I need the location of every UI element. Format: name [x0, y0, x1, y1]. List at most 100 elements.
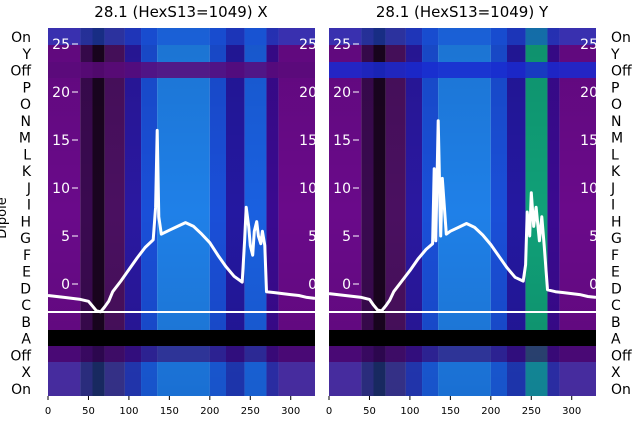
heatmap-bands-y: [329, 28, 596, 396]
inner-y-tick-label: 0: [342, 277, 351, 293]
inner-y-tick-label: 5: [342, 229, 351, 245]
row-label: K: [611, 164, 621, 180]
row-label: X: [611, 365, 621, 381]
inner-y-tick-label-edge: 20: [299, 85, 317, 101]
x-tick-label: 0: [45, 406, 51, 417]
row-label: I: [27, 198, 31, 214]
inner-y-tick-label-edge: 25: [580, 37, 598, 53]
row-label: A: [611, 332, 621, 348]
row-label: M: [611, 131, 623, 147]
x-axis-ticks-x: 0 50 100 150 200 250 300: [45, 396, 300, 417]
x-tick-label: 100: [400, 406, 419, 417]
inner-y-tick-label: 10: [333, 181, 351, 197]
y-axis-label: Dipole: [0, 197, 10, 238]
inner-y-tick-label: 25: [52, 37, 70, 53]
row-label: P: [23, 80, 31, 96]
x-axis-ticks-y: 0 50 100 150 200 250 300: [326, 396, 581, 417]
row-label: D: [20, 281, 31, 297]
row-label: O: [611, 97, 622, 113]
inner-y-tick-label-edge: 10: [299, 181, 317, 197]
inner-y-tick-label-edge: 15: [299, 133, 317, 149]
row-label: F: [23, 248, 31, 264]
band-separator: [329, 311, 596, 313]
row-label: On: [11, 30, 31, 46]
inner-y-tick-label-edge: 5: [589, 229, 598, 245]
heatmap-panel-x: 0 0 5 5 10 10 15 15 20 20 25 25 0 50 100 150 200 250 300: [45, 28, 317, 417]
row-label: N: [611, 114, 621, 130]
row-label: P: [611, 80, 619, 96]
band-bottom: [329, 362, 596, 396]
row-label: H: [20, 214, 31, 230]
row-label: A: [21, 332, 31, 348]
inner-y-tick-label-edge: 25: [299, 37, 317, 53]
inner-y-tick-label: 10: [52, 181, 70, 197]
row-label: K: [22, 164, 32, 180]
row-label: E: [22, 265, 31, 281]
band-black: [329, 330, 596, 346]
row-label: J: [610, 181, 615, 197]
x-tick-label: 300: [562, 406, 581, 417]
trace-line-x: [47, 128, 316, 314]
x-tick-label: 0: [326, 406, 332, 417]
row-label: O: [20, 97, 31, 113]
band-top: [48, 28, 315, 45]
row-label: B: [21, 315, 31, 331]
row-label: Off: [10, 348, 31, 364]
row-label: Off: [611, 64, 632, 80]
band-off-lower: [48, 346, 315, 362]
row-label: L: [23, 147, 31, 163]
heatmap-bands-x: [48, 28, 315, 396]
inner-axis-x: 0 0 5 5 10 10 15 15 20 20 25 25: [52, 37, 317, 293]
row-label: I: [611, 198, 615, 214]
band-off: [48, 62, 315, 78]
inner-y-tick-label: 0: [61, 277, 70, 293]
x-tick-label: 50: [82, 406, 95, 417]
x-tick-label: 100: [119, 406, 138, 417]
row-label: J: [26, 181, 31, 197]
panel-title-x: 28.1 (HexS13=1049) X: [94, 3, 267, 21]
band-top: [329, 28, 596, 45]
x-tick-label: 250: [241, 406, 260, 417]
band-bottom: [48, 362, 315, 396]
inner-y-tick-label-edge: 10: [580, 181, 598, 197]
band-black: [48, 330, 315, 346]
row-label: E: [611, 265, 620, 281]
band-separator: [48, 311, 315, 313]
row-label: L: [611, 147, 619, 163]
row-label: N: [21, 114, 31, 130]
inner-y-tick-label: 5: [61, 229, 70, 245]
inner-y-tick-label-edge: 0: [589, 277, 598, 293]
row-label: D: [611, 281, 622, 297]
row-label: F: [611, 248, 619, 264]
inner-y-tick-label: 20: [52, 85, 70, 101]
panel-title-y: 28.1 (HexS13=1049) Y: [376, 3, 549, 21]
row-label: Y: [21, 47, 31, 63]
x-tick-label: 50: [363, 406, 376, 417]
row-label: Y: [610, 47, 620, 63]
inner-y-tick-label-edge: 5: [308, 229, 317, 245]
row-label: H: [611, 214, 622, 230]
inner-axis-y: 0 0 5 5 10 10 15 15 20 20 25 25: [333, 37, 598, 293]
x-tick-label: 250: [522, 406, 541, 417]
inner-y-tick-label: 20: [333, 85, 351, 101]
x-tick-label: 300: [281, 406, 300, 417]
x-tick-label: 150: [160, 406, 179, 417]
row-label: G: [611, 231, 622, 247]
inner-y-tick-label-edge: 20: [580, 85, 598, 101]
x-tick-label: 150: [441, 406, 460, 417]
row-label: G: [20, 231, 31, 247]
inner-y-tick-label: 15: [52, 133, 70, 149]
row-label: On: [611, 382, 631, 398]
row-label: Off: [10, 64, 31, 80]
row-label: Off: [611, 348, 632, 364]
inner-y-tick-label: 15: [333, 133, 351, 149]
trace-line-y: [328, 119, 597, 313]
x-tick-label: 200: [200, 406, 219, 417]
inner-y-tick-label: 25: [333, 37, 351, 53]
inner-y-tick-label-edge: 15: [580, 133, 598, 149]
row-label: B: [611, 315, 621, 331]
row-label: On: [11, 382, 31, 398]
